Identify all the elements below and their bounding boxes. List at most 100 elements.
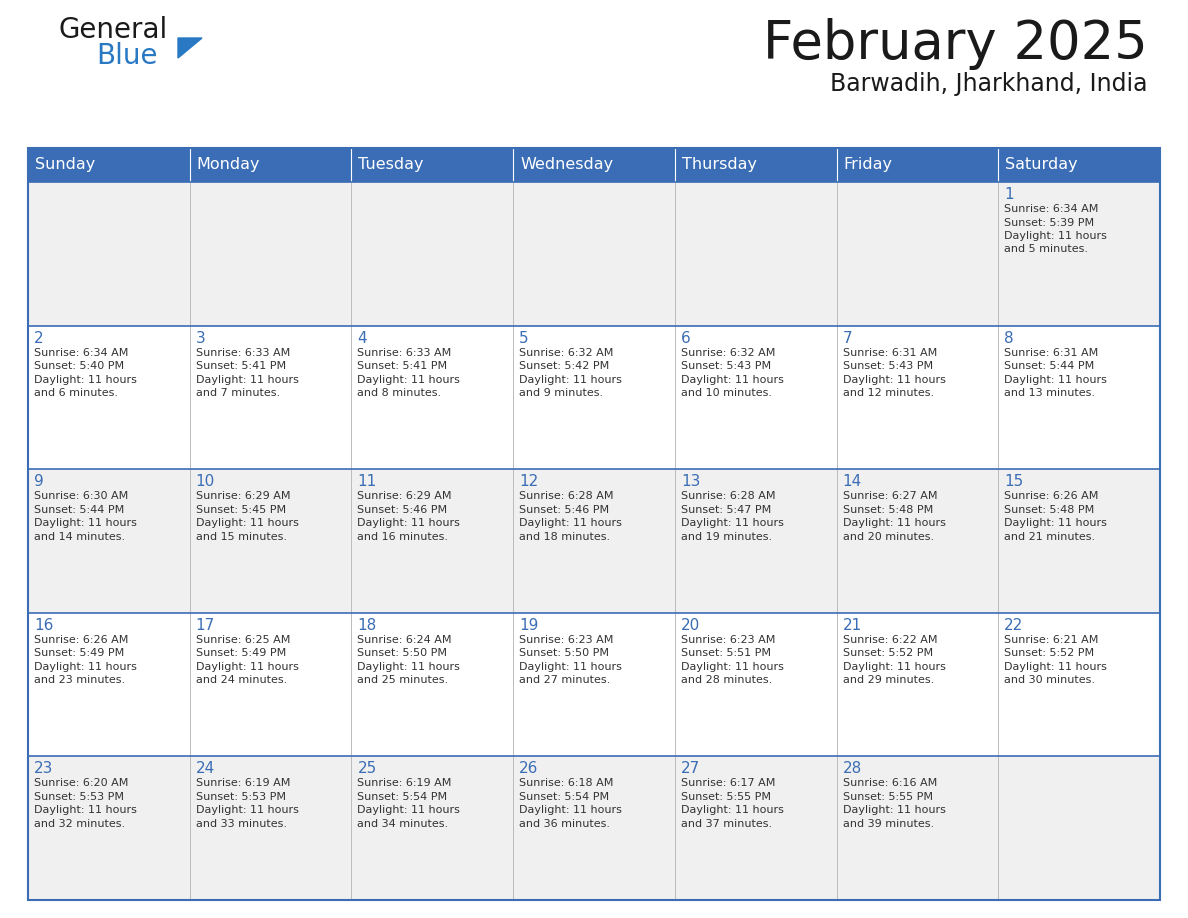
Text: 27: 27 xyxy=(681,761,700,777)
Text: Daylight: 11 hours: Daylight: 11 hours xyxy=(681,518,784,528)
Text: Sunrise: 6:18 AM: Sunrise: 6:18 AM xyxy=(519,778,613,789)
Text: Sunrise: 6:19 AM: Sunrise: 6:19 AM xyxy=(358,778,451,789)
Text: 11: 11 xyxy=(358,475,377,489)
Text: Sunset: 5:45 PM: Sunset: 5:45 PM xyxy=(196,505,286,515)
Text: 20: 20 xyxy=(681,618,700,633)
Text: Sunrise: 6:23 AM: Sunrise: 6:23 AM xyxy=(519,635,613,644)
Text: 22: 22 xyxy=(1004,618,1024,633)
Text: February 2025: February 2025 xyxy=(763,18,1148,70)
Text: and 21 minutes.: and 21 minutes. xyxy=(1004,532,1095,542)
Text: Sunset: 5:52 PM: Sunset: 5:52 PM xyxy=(842,648,933,658)
Text: Monday: Monday xyxy=(197,158,260,173)
Text: Sunset: 5:43 PM: Sunset: 5:43 PM xyxy=(681,361,771,371)
Text: 21: 21 xyxy=(842,618,861,633)
Text: Daylight: 11 hours: Daylight: 11 hours xyxy=(842,662,946,672)
Text: and 34 minutes.: and 34 minutes. xyxy=(358,819,449,829)
Text: Sunrise: 6:23 AM: Sunrise: 6:23 AM xyxy=(681,635,776,644)
Bar xyxy=(29,148,190,182)
Bar xyxy=(675,148,836,182)
Text: Daylight: 11 hours: Daylight: 11 hours xyxy=(842,518,946,528)
Text: and 5 minutes.: and 5 minutes. xyxy=(1004,244,1088,254)
Text: 7: 7 xyxy=(842,330,852,345)
Text: Sunrise: 6:32 AM: Sunrise: 6:32 AM xyxy=(681,348,776,358)
Text: Daylight: 11 hours: Daylight: 11 hours xyxy=(1004,518,1107,528)
Text: Wednesday: Wednesday xyxy=(520,158,613,173)
Text: and 6 minutes.: and 6 minutes. xyxy=(34,388,118,398)
Text: 5: 5 xyxy=(519,330,529,345)
Text: Sunrise: 6:34 AM: Sunrise: 6:34 AM xyxy=(34,348,128,358)
Text: Sunset: 5:54 PM: Sunset: 5:54 PM xyxy=(358,792,448,802)
Text: Daylight: 11 hours: Daylight: 11 hours xyxy=(1004,231,1107,241)
Text: Sunset: 5:43 PM: Sunset: 5:43 PM xyxy=(842,361,933,371)
Text: 28: 28 xyxy=(842,761,861,777)
Text: and 33 minutes.: and 33 minutes. xyxy=(196,819,286,829)
Text: Sunset: 5:55 PM: Sunset: 5:55 PM xyxy=(842,792,933,802)
Text: 8: 8 xyxy=(1004,330,1013,345)
Text: 15: 15 xyxy=(1004,475,1024,489)
Text: Sunset: 5:49 PM: Sunset: 5:49 PM xyxy=(34,648,125,658)
Text: Daylight: 11 hours: Daylight: 11 hours xyxy=(358,805,460,815)
Text: and 12 minutes.: and 12 minutes. xyxy=(842,388,934,398)
Text: Daylight: 11 hours: Daylight: 11 hours xyxy=(34,518,137,528)
Text: Sunrise: 6:33 AM: Sunrise: 6:33 AM xyxy=(358,348,451,358)
Text: 2: 2 xyxy=(34,330,44,345)
Text: Sunset: 5:50 PM: Sunset: 5:50 PM xyxy=(519,648,609,658)
Text: and 36 minutes.: and 36 minutes. xyxy=(519,819,611,829)
Text: Sunrise: 6:16 AM: Sunrise: 6:16 AM xyxy=(842,778,937,789)
Text: General: General xyxy=(58,16,168,44)
Text: Daylight: 11 hours: Daylight: 11 hours xyxy=(34,805,137,815)
Text: and 16 minutes.: and 16 minutes. xyxy=(358,532,448,542)
Text: Sunrise: 6:28 AM: Sunrise: 6:28 AM xyxy=(519,491,614,501)
Text: Sunset: 5:41 PM: Sunset: 5:41 PM xyxy=(358,361,448,371)
Text: Daylight: 11 hours: Daylight: 11 hours xyxy=(681,662,784,672)
Text: Daylight: 11 hours: Daylight: 11 hours xyxy=(519,518,623,528)
Text: Sunrise: 6:29 AM: Sunrise: 6:29 AM xyxy=(358,491,451,501)
Text: and 9 minutes.: and 9 minutes. xyxy=(519,388,604,398)
Text: Friday: Friday xyxy=(843,158,892,173)
Text: Sunrise: 6:32 AM: Sunrise: 6:32 AM xyxy=(519,348,613,358)
Text: Sunset: 5:47 PM: Sunset: 5:47 PM xyxy=(681,505,771,515)
Text: and 24 minutes.: and 24 minutes. xyxy=(196,676,287,686)
Text: and 28 minutes.: and 28 minutes. xyxy=(681,676,772,686)
Text: and 10 minutes.: and 10 minutes. xyxy=(681,388,772,398)
Text: and 23 minutes.: and 23 minutes. xyxy=(34,676,125,686)
Text: Sunrise: 6:33 AM: Sunrise: 6:33 AM xyxy=(196,348,290,358)
Text: Daylight: 11 hours: Daylight: 11 hours xyxy=(196,805,298,815)
Bar xyxy=(352,148,513,182)
Bar xyxy=(29,182,1159,326)
Text: 24: 24 xyxy=(196,761,215,777)
Text: and 7 minutes.: and 7 minutes. xyxy=(196,388,280,398)
Text: Tuesday: Tuesday xyxy=(359,158,424,173)
Text: Sunset: 5:53 PM: Sunset: 5:53 PM xyxy=(34,792,124,802)
Text: Sunrise: 6:31 AM: Sunrise: 6:31 AM xyxy=(1004,348,1099,358)
Text: Sunrise: 6:31 AM: Sunrise: 6:31 AM xyxy=(842,348,937,358)
Text: and 20 minutes.: and 20 minutes. xyxy=(842,532,934,542)
Text: 23: 23 xyxy=(34,761,53,777)
Text: and 27 minutes.: and 27 minutes. xyxy=(519,676,611,686)
Text: Daylight: 11 hours: Daylight: 11 hours xyxy=(519,662,623,672)
Text: and 19 minutes.: and 19 minutes. xyxy=(681,532,772,542)
Text: Blue: Blue xyxy=(96,42,158,70)
Text: 1: 1 xyxy=(1004,187,1013,202)
Text: Sunset: 5:53 PM: Sunset: 5:53 PM xyxy=(196,792,286,802)
Text: Sunrise: 6:28 AM: Sunrise: 6:28 AM xyxy=(681,491,776,501)
Text: 6: 6 xyxy=(681,330,690,345)
Bar xyxy=(998,148,1159,182)
Text: Thursday: Thursday xyxy=(682,158,757,173)
Text: Sunset: 5:54 PM: Sunset: 5:54 PM xyxy=(519,792,609,802)
Text: Daylight: 11 hours: Daylight: 11 hours xyxy=(196,375,298,385)
Text: and 15 minutes.: and 15 minutes. xyxy=(196,532,286,542)
Text: Sunrise: 6:29 AM: Sunrise: 6:29 AM xyxy=(196,491,290,501)
Text: Sunrise: 6:26 AM: Sunrise: 6:26 AM xyxy=(34,635,128,644)
Text: Daylight: 11 hours: Daylight: 11 hours xyxy=(358,375,460,385)
Text: 19: 19 xyxy=(519,618,538,633)
Text: Daylight: 11 hours: Daylight: 11 hours xyxy=(34,662,137,672)
Text: Daylight: 11 hours: Daylight: 11 hours xyxy=(681,375,784,385)
Text: and 18 minutes.: and 18 minutes. xyxy=(519,532,611,542)
Text: Sunset: 5:44 PM: Sunset: 5:44 PM xyxy=(1004,361,1094,371)
Bar xyxy=(29,148,1159,900)
Text: and 25 minutes.: and 25 minutes. xyxy=(358,676,449,686)
Bar xyxy=(836,148,998,182)
Text: Sunset: 5:52 PM: Sunset: 5:52 PM xyxy=(1004,648,1094,658)
Text: Daylight: 11 hours: Daylight: 11 hours xyxy=(681,805,784,815)
